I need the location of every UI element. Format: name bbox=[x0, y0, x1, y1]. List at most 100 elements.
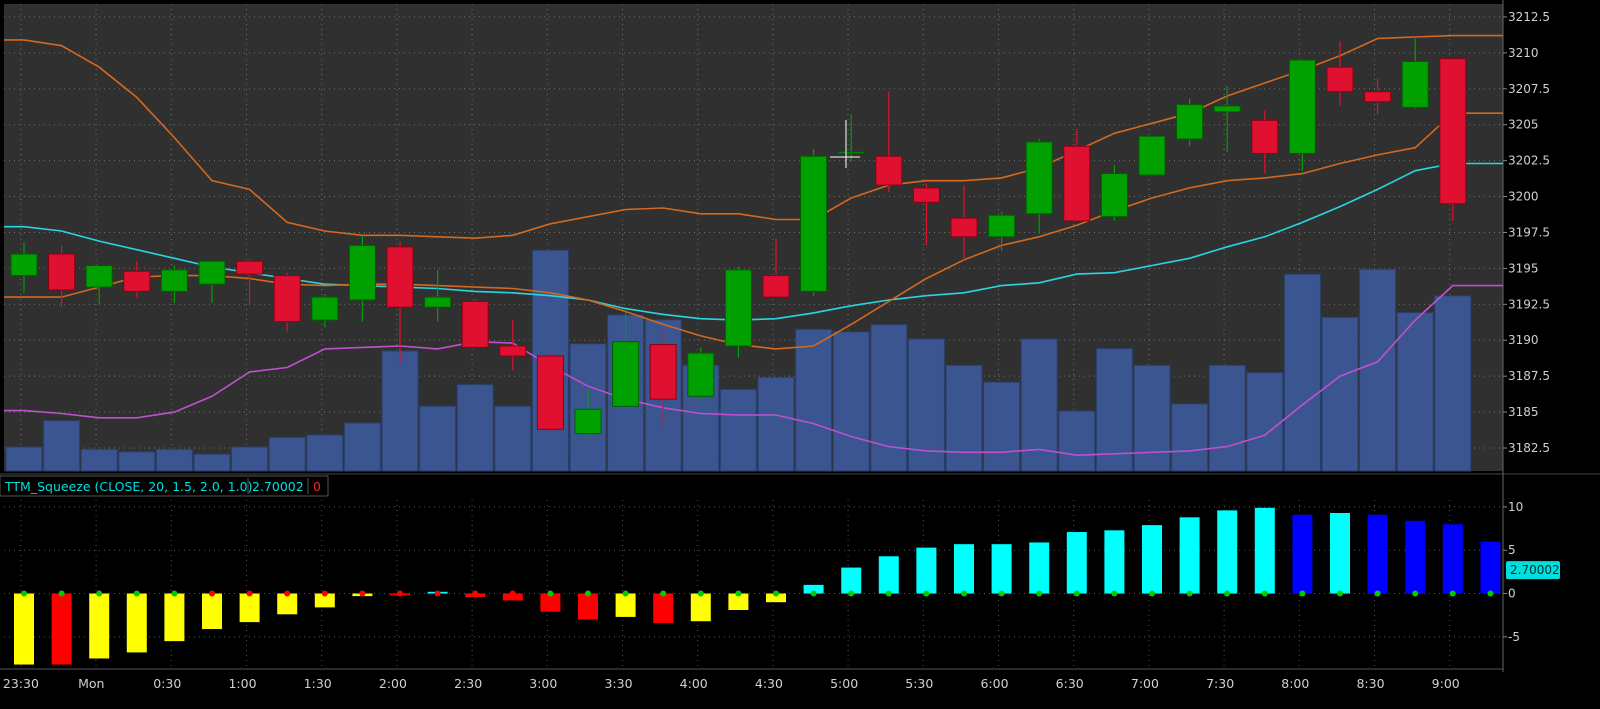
volume-bar bbox=[719, 388, 757, 472]
time-tick-label: 5:00 bbox=[830, 676, 858, 691]
candle[interactable] bbox=[311, 294, 339, 328]
time-tick-label: Mon bbox=[78, 676, 104, 691]
candle[interactable] bbox=[198, 260, 226, 303]
candle-body bbox=[724, 269, 752, 347]
candle[interactable] bbox=[160, 265, 188, 303]
time-tick-label: 8:00 bbox=[1281, 676, 1309, 691]
squeeze-dot bbox=[1111, 590, 1118, 597]
histogram-bar bbox=[1217, 510, 1238, 594]
candle[interactable] bbox=[837, 114, 865, 163]
candle[interactable] bbox=[461, 298, 489, 348]
candle-body bbox=[762, 275, 790, 298]
candle-body bbox=[950, 217, 978, 238]
current-value-badge-text: 2.70002 bbox=[1510, 563, 1560, 577]
candle[interactable] bbox=[1364, 78, 1392, 115]
bollinger-lower-line bbox=[4, 284, 1503, 457]
squeeze-tick-label: 5 bbox=[1508, 543, 1516, 557]
squeeze-dot bbox=[622, 590, 629, 597]
candle-body bbox=[649, 344, 677, 400]
candle[interactable] bbox=[386, 241, 414, 364]
histogram-bar bbox=[1480, 541, 1501, 594]
candle[interactable] bbox=[1100, 164, 1128, 221]
candle[interactable] bbox=[348, 235, 376, 322]
price-tick-label: 3202.5 bbox=[1508, 154, 1550, 168]
volume-bar bbox=[1321, 316, 1359, 472]
price-tick-label: 3210 bbox=[1508, 46, 1539, 60]
volume-bar bbox=[1359, 268, 1397, 472]
candle[interactable] bbox=[1213, 85, 1241, 153]
histogram-bar bbox=[916, 547, 937, 594]
volume-bar bbox=[231, 446, 269, 472]
squeeze-dot bbox=[848, 590, 855, 597]
histogram-bar bbox=[502, 593, 523, 601]
squeeze-dot bbox=[1487, 590, 1494, 597]
candle[interactable] bbox=[424, 269, 452, 322]
candle[interactable] bbox=[123, 261, 151, 298]
candle[interactable] bbox=[236, 259, 264, 305]
volume-bar bbox=[1133, 364, 1171, 472]
candle[interactable] bbox=[612, 311, 640, 408]
study-header-box bbox=[0, 475, 329, 497]
histogram-bar bbox=[14, 593, 34, 665]
candle-body bbox=[236, 260, 264, 275]
candle[interactable] bbox=[800, 149, 828, 296]
histogram-bar bbox=[1142, 525, 1162, 594]
candle[interactable] bbox=[912, 183, 940, 246]
candle[interactable] bbox=[649, 331, 677, 426]
volume-bars bbox=[5, 249, 1472, 472]
candle-body bbox=[1138, 135, 1166, 176]
candle[interactable] bbox=[273, 272, 301, 332]
current-value-badge-bg bbox=[1506, 561, 1560, 580]
candle[interactable] bbox=[1401, 38, 1429, 109]
squeeze-dot bbox=[1374, 590, 1381, 597]
price-tick-label: 3185 bbox=[1508, 405, 1539, 419]
candle[interactable] bbox=[1138, 135, 1166, 177]
time-tick-label: 7:30 bbox=[1206, 676, 1234, 691]
candle[interactable] bbox=[1251, 110, 1279, 174]
candle-body bbox=[1100, 173, 1128, 218]
candle[interactable] bbox=[762, 238, 790, 298]
candle[interactable] bbox=[1439, 58, 1467, 221]
candle[interactable] bbox=[1176, 98, 1204, 147]
histogram-bar bbox=[1292, 514, 1313, 594]
squeeze-dot bbox=[1036, 590, 1043, 597]
candle[interactable] bbox=[1288, 59, 1316, 171]
candle[interactable] bbox=[10, 242, 38, 293]
price-tick-label: 3182.5 bbox=[1508, 441, 1550, 455]
candle-body bbox=[800, 155, 828, 292]
candle[interactable] bbox=[724, 266, 752, 358]
volume-bar bbox=[306, 434, 344, 472]
squeeze-dot bbox=[509, 590, 516, 597]
candle[interactable] bbox=[1063, 129, 1091, 222]
study-header[interactable]: TTM_Squeeze (CLOSE, 20, 1.5, 2.0, 1.0) 2.… bbox=[0, 475, 329, 497]
time-tick-label: 9:00 bbox=[1432, 676, 1460, 691]
squeeze-dot bbox=[1073, 590, 1080, 597]
volume-bar bbox=[1283, 273, 1321, 472]
candle[interactable] bbox=[988, 212, 1016, 252]
candle[interactable] bbox=[574, 389, 602, 437]
histogram-bar bbox=[1104, 530, 1125, 594]
candle[interactable] bbox=[687, 347, 715, 401]
volume-bar bbox=[155, 448, 193, 472]
candle[interactable] bbox=[85, 265, 113, 305]
squeeze-dot bbox=[1149, 590, 1155, 597]
candle-body bbox=[1025, 141, 1053, 215]
histogram-bar bbox=[615, 593, 636, 617]
squeeze-dot bbox=[434, 590, 441, 597]
squeeze-histogram bbox=[14, 507, 1501, 665]
candle[interactable] bbox=[950, 185, 978, 260]
candle[interactable] bbox=[499, 320, 527, 371]
price-tick-label: 3207.5 bbox=[1508, 82, 1550, 96]
candle[interactable] bbox=[48, 245, 76, 308]
candle[interactable] bbox=[1326, 41, 1354, 107]
candlesticks bbox=[10, 38, 1467, 437]
volume-bar bbox=[381, 350, 419, 472]
candle[interactable] bbox=[875, 91, 903, 193]
candle[interactable] bbox=[536, 353, 564, 433]
histogram-bar bbox=[803, 584, 824, 594]
candle[interactable] bbox=[1025, 139, 1053, 234]
study-name: TTM_Squeeze (CLOSE, 20, 1.5, 2.0, 1.0) bbox=[4, 479, 253, 494]
candle-body bbox=[461, 300, 489, 348]
time-tick-label: 2:30 bbox=[454, 676, 482, 691]
